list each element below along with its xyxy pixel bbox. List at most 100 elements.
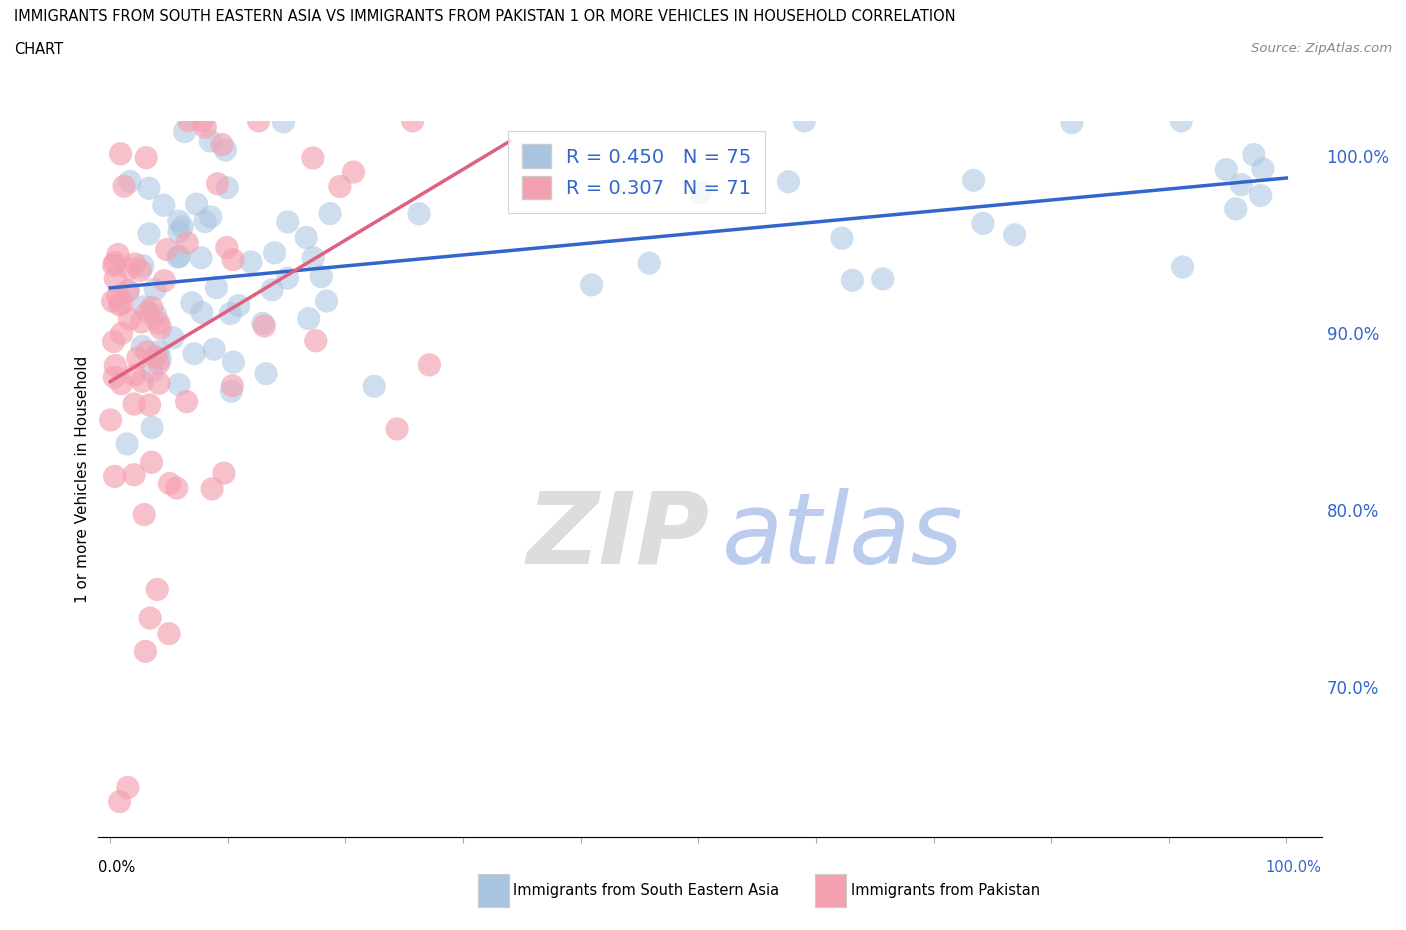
Point [194,120,217,135]
Point [118,174,141,189]
Point [221,379,243,393]
Point [172,219,194,234]
Point [689,185,711,200]
Point [253,319,276,334]
Point [124,367,146,382]
Point [112,179,135,193]
Point [581,277,603,292]
Point [1004,227,1026,242]
Point [181,296,204,311]
Point [1230,178,1253,193]
Point [107,247,129,262]
Point [110,326,132,340]
Point [176,235,198,250]
Point [141,420,163,435]
Point [132,259,155,273]
Point [263,246,285,260]
Point [329,179,352,194]
Point [153,198,176,213]
Point [1215,162,1237,177]
Point [131,339,153,353]
Point [166,249,188,264]
Point [173,125,195,140]
Point [127,351,149,365]
Point [778,174,800,189]
Text: Source: ZipAtlas.com: Source: ZipAtlas.com [1251,42,1392,55]
Point [319,206,342,221]
Point [122,467,145,482]
Point [205,280,228,295]
Point [311,269,333,284]
Text: atlas: atlas [723,487,965,585]
Point [298,312,321,326]
Point [408,206,430,221]
Point [104,255,127,270]
Point [200,209,222,224]
Point [302,250,325,265]
Point [136,305,159,320]
Text: Immigrants from South Eastern Asia: Immigrants from South Eastern Asia [513,883,779,897]
Point [117,780,139,795]
Point [401,113,423,128]
Point [139,611,162,626]
Point [228,299,250,313]
Point [342,165,364,179]
Text: 100.0%: 100.0% [1265,860,1322,875]
Point [141,365,163,379]
Point [385,421,408,436]
Point [129,314,152,329]
Point [159,476,181,491]
Point [202,342,225,357]
Point [186,196,208,211]
Point [129,263,152,278]
Point [247,113,270,128]
Point [219,306,242,321]
Point [1243,147,1265,162]
Point [177,113,200,128]
Point [143,282,166,297]
Point [124,257,146,272]
Point [149,352,172,366]
Point [217,180,239,195]
Point [831,231,853,246]
Point [118,261,141,276]
Point [972,216,994,231]
Point [141,300,163,315]
Point [104,272,127,286]
Point [1225,202,1247,217]
Point [215,240,238,255]
Point [1060,115,1083,130]
Text: IMMIGRANTS FROM SOUTH EASTERN ASIA VS IMMIGRANTS FROM PAKISTAN 1 OR MORE VEHICLE: IMMIGRANTS FROM SOUTH EASTERN ASIA VS IM… [14,9,956,24]
Point [273,114,295,129]
Point [1250,188,1272,203]
Point [108,794,131,809]
Point [101,294,124,309]
Point [103,334,125,349]
Point [166,481,188,496]
Y-axis label: 1 or more Vehicles in Household: 1 or more Vehicles in Household [75,355,90,603]
Point [254,366,277,381]
Point [118,312,141,326]
Point [169,249,191,264]
Point [162,330,184,345]
Point [183,346,205,361]
Point [138,180,160,195]
Point [146,582,169,597]
Point [136,344,159,359]
Text: ZIP: ZIP [527,487,710,585]
Point [145,307,167,322]
Point [148,315,170,330]
Point [252,316,274,331]
Point [638,256,661,271]
Point [212,466,235,481]
Text: 0.0%: 0.0% [98,860,135,875]
Point [149,321,172,336]
Point [134,299,156,314]
Point [115,436,138,451]
Point [100,413,122,428]
Point [200,134,222,149]
Point [145,350,167,365]
Point [262,283,284,298]
Text: CHART: CHART [14,42,63,57]
Point [134,507,156,522]
